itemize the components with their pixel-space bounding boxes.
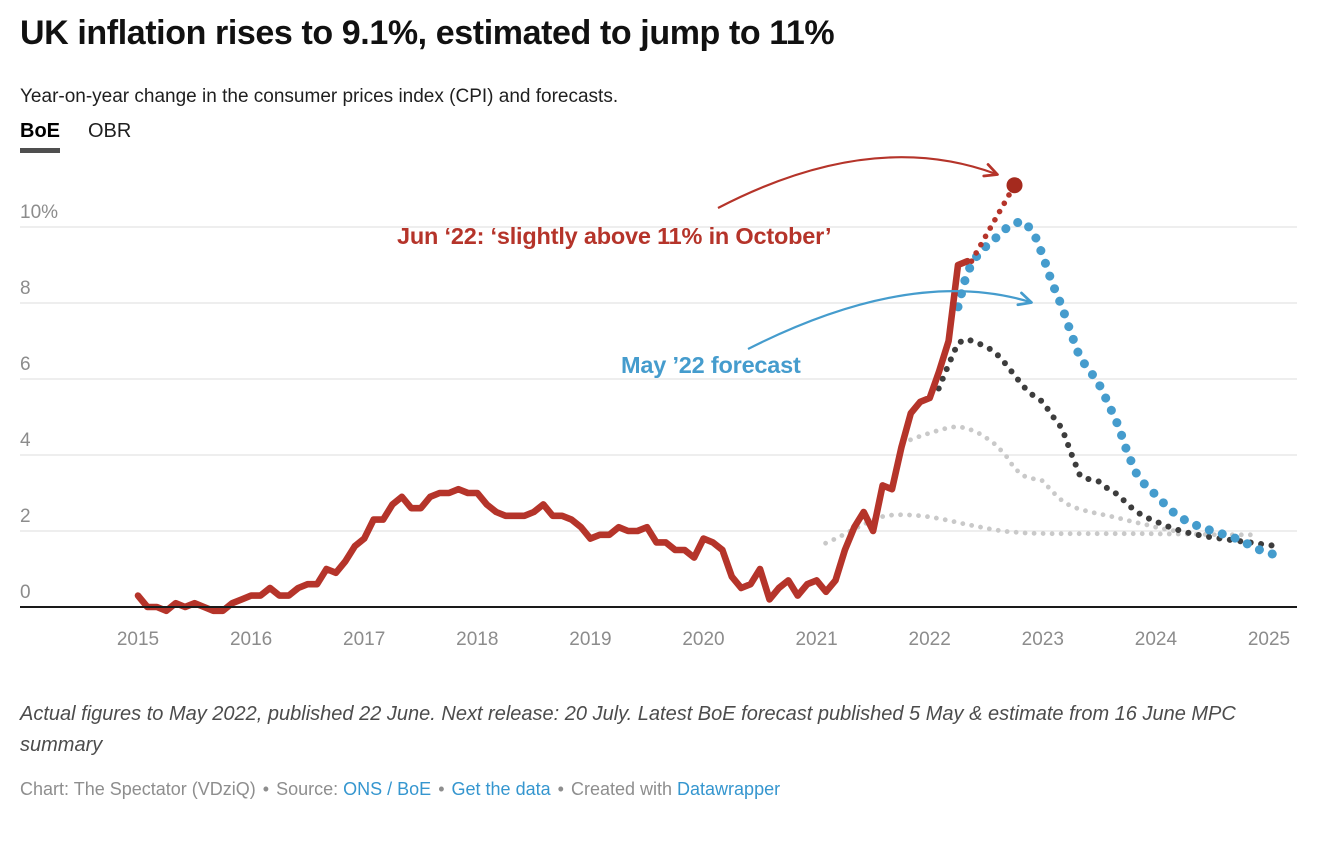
y-tick-label: 4 — [20, 430, 31, 451]
x-tick-label: 2025 — [1248, 629, 1290, 650]
y-tick-label: 10% — [20, 202, 58, 223]
datawrapper-link[interactable]: Datawrapper — [677, 779, 781, 799]
x-tick-label: 2017 — [343, 629, 385, 650]
byline-separator: • — [557, 779, 564, 799]
estimate-end-dot — [1006, 177, 1023, 194]
series-jun22_estimate — [968, 182, 1018, 264]
page-title: UK inflation rises to 9.1%, estimated to… — [20, 14, 835, 52]
series-earlier_forecast_light_flat — [823, 512, 1255, 546]
x-tick-label: 2015 — [117, 629, 159, 650]
arrow-to-may22-forecast — [747, 290, 1033, 350]
byline-credit: Chart: The Spectator (VDziQ) — [20, 779, 256, 799]
x-tick-label: 2018 — [456, 629, 498, 650]
dataset-tabs: BoE OBR — [20, 120, 131, 153]
byline-separator: • — [262, 779, 270, 799]
created-with-label: Created with — [570, 779, 673, 799]
x-tick-label: 2016 — [230, 629, 272, 650]
x-tick-label: 2021 — [795, 629, 837, 650]
byline-separator: • — [438, 779, 445, 799]
y-tick-label: 0 — [20, 582, 31, 603]
y-tick-label: 6 — [20, 354, 31, 375]
chart-byline: Chart: The Spectator (VDziQ) • Source: O… — [20, 779, 780, 800]
x-tick-label: 2023 — [1022, 629, 1064, 650]
x-tick-label: 2020 — [682, 629, 724, 650]
source-link[interactable]: ONS / BoE — [343, 779, 432, 799]
x-tick-label: 2024 — [1135, 629, 1178, 650]
arrow-to-jun22-dot — [717, 156, 999, 209]
y-tick-label: 2 — [20, 506, 31, 527]
get-the-data-link[interactable]: Get the data — [451, 779, 551, 799]
annotation-may22-forecast: May ’22 forecast — [621, 352, 801, 378]
annotation-jun22-estimate: Jun ‘22: ‘slightly above 11% in October’ — [397, 223, 832, 249]
chart-notes: Actual figures to May 2022, published 22… — [20, 703, 1236, 756]
chart-subtitle: Year-on-year change in the consumer pric… — [20, 86, 619, 107]
x-tick-label: 2022 — [909, 629, 951, 650]
tab-boe[interactable]: BoE — [20, 120, 60, 153]
source-label: Source: — [276, 779, 339, 799]
series-earlier_forecast_dark — [935, 336, 1281, 550]
y-tick-label: 8 — [20, 278, 31, 299]
series-earlier_forecast_light_peak — [908, 424, 1178, 534]
x-tick-label: 2019 — [569, 629, 611, 650]
series-cpi_actual — [134, 257, 971, 615]
series-may22_forecast — [953, 216, 1283, 561]
tab-obr[interactable]: OBR — [88, 120, 132, 142]
